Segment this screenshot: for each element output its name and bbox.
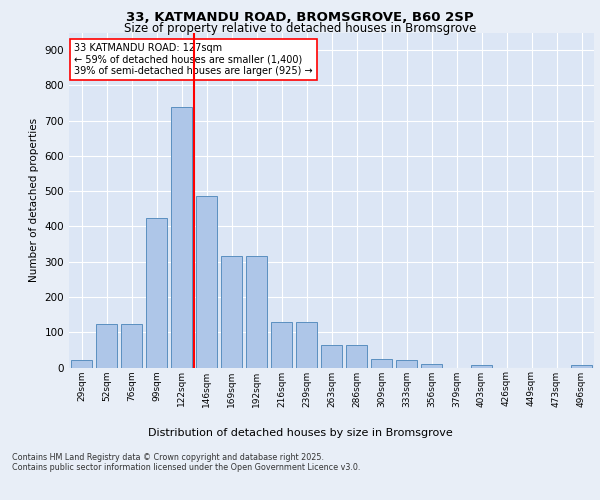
Text: 33, KATMANDU ROAD, BROMSGROVE, B60 2SP: 33, KATMANDU ROAD, BROMSGROVE, B60 2SP (126, 11, 474, 24)
Text: Contains public sector information licensed under the Open Government Licence v3: Contains public sector information licen… (12, 464, 361, 472)
Bar (96, 324, 117, 368)
Bar (146, 218, 167, 368)
Text: Contains HM Land Registry data © Crown copyright and database right 2025.: Contains HM Land Registry data © Crown c… (12, 454, 324, 462)
Bar (296, 322, 317, 368)
Bar (171, 106, 192, 368)
Bar (121, 324, 142, 368)
Bar (571, 364, 592, 368)
Text: 33 KATMANDU ROAD: 127sqm
← 59% of detached houses are smaller (1,400)
39% of sem: 33 KATMANDU ROAD: 127sqm ← 59% of detach… (74, 42, 313, 76)
Bar (346, 344, 367, 368)
Bar (221, 256, 242, 368)
Bar (271, 322, 292, 368)
Bar (471, 364, 492, 368)
Text: Distribution of detached houses by size in Bromsgrove: Distribution of detached houses by size … (148, 428, 452, 438)
Text: Size of property relative to detached houses in Bromsgrove: Size of property relative to detached ho… (124, 22, 476, 35)
Y-axis label: Number of detached properties: Number of detached properties (29, 118, 39, 282)
Bar (196, 196, 217, 368)
Bar (71, 360, 92, 368)
Bar (246, 256, 267, 368)
Bar (321, 344, 342, 368)
Bar (396, 360, 417, 368)
Bar (371, 358, 392, 368)
Bar (421, 364, 442, 368)
